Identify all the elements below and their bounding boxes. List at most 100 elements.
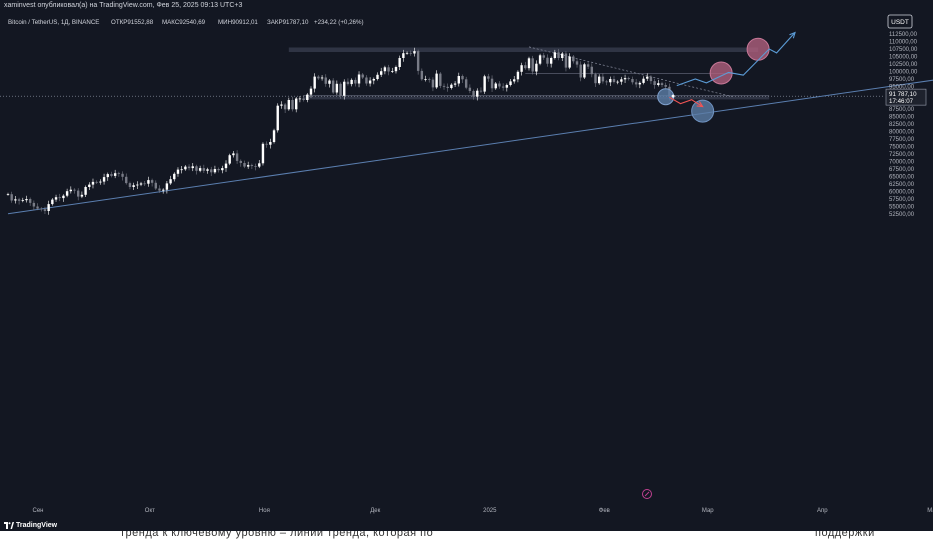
candle-body: [616, 81, 619, 83]
candle: [80, 191, 84, 199]
candle: [254, 163, 257, 171]
price-tick-label: 105000,00: [889, 55, 918, 61]
candle: [357, 71, 361, 88]
candle-body: [47, 204, 50, 211]
candle-body: [254, 166, 257, 167]
candle-body: [65, 191, 69, 196]
candle-body: [95, 181, 98, 183]
candle: [354, 77, 357, 87]
candle: [125, 173, 128, 185]
price-tick-label: 95000,00: [889, 85, 915, 91]
candle-body: [161, 189, 165, 191]
candle: [405, 51, 409, 55]
candle-body: [520, 65, 523, 72]
candle-body: [320, 77, 324, 79]
candle-body: [58, 197, 61, 199]
candle: [516, 70, 520, 83]
candle-body: [206, 169, 209, 171]
candle: [73, 188, 76, 194]
candle-body: [80, 194, 84, 197]
candle: [365, 75, 368, 86]
candle-body: [586, 64, 590, 67]
candle: [198, 165, 202, 173]
candle: [505, 83, 509, 92]
countdown-label: 17:46:07: [889, 98, 914, 105]
candle: [180, 166, 183, 174]
candle: [136, 181, 139, 189]
article-text-right: поддержки: [815, 531, 875, 539]
candle: [239, 159, 242, 167]
candle: [657, 79, 660, 87]
candle: [549, 56, 553, 68]
candle-body: [590, 66, 594, 75]
candle-body: [117, 173, 121, 174]
candle: [538, 53, 542, 66]
candle-body: [173, 173, 176, 180]
candle: [206, 167, 209, 174]
candle: [317, 75, 320, 80]
legend-open: ОТКР91552,88: [111, 19, 154, 26]
candle: [487, 73, 490, 82]
reset-icon[interactable]: [642, 489, 652, 499]
candle-body: [646, 76, 649, 79]
candle: [483, 74, 486, 94]
bearish-scenario-arrow-head: [696, 101, 704, 108]
candle-body: [88, 184, 91, 187]
candle: [634, 79, 638, 88]
zones-layer: [288, 47, 770, 100]
footer-bar: TradingView: [0, 520, 933, 531]
candle: [531, 55, 534, 75]
price-tick-label: 77500,00: [889, 137, 915, 143]
candle: [176, 167, 180, 177]
candle: [394, 65, 398, 74]
candle-body: [642, 78, 645, 83]
candle-body: [62, 195, 65, 199]
time-tick-label: Сен: [33, 508, 44, 514]
candle-body: [202, 168, 206, 171]
candle-body: [435, 73, 438, 88]
candle-body: [631, 79, 634, 83]
candle: [95, 180, 98, 184]
candle: [627, 76, 630, 81]
candle: [453, 81, 457, 87]
candle-body: [191, 166, 194, 169]
candle: [161, 188, 165, 194]
candle: [391, 67, 394, 73]
currency-button[interactable]: USDT: [887, 14, 913, 29]
candle-body: [579, 64, 582, 78]
candle-body: [391, 71, 394, 72]
candle-body: [409, 52, 412, 54]
time-axis[interactable]: Сен Окт Ноя Дек 2025 Фев Мар Апр Май: [33, 507, 933, 514]
candle: [450, 83, 453, 90]
candle-body: [339, 83, 342, 96]
candle-body: [479, 90, 483, 92]
candle-body: [524, 65, 527, 69]
candle: [276, 103, 279, 133]
candle-body: [612, 79, 616, 82]
candle-body: [609, 79, 612, 83]
candle: [542, 52, 545, 60]
candle-body: [302, 98, 305, 100]
candle: [564, 51, 568, 72]
candle: [435, 70, 438, 89]
candle: [442, 83, 446, 90]
candle: [269, 138, 272, 149]
candle-body: [372, 79, 376, 81]
candle: [243, 160, 246, 169]
candle: [402, 49, 405, 62]
candle-body: [343, 81, 346, 96]
price-tick-label: 112500,00: [889, 32, 918, 38]
candle-body: [627, 78, 630, 79]
candle-body: [568, 56, 571, 68]
candle-body: [265, 143, 268, 145]
candle: [583, 62, 586, 79]
candle-body: [250, 165, 254, 166]
candle: [272, 128, 276, 144]
candle-body: [354, 79, 357, 84]
bullish-scenario-arrow: [676, 32, 796, 87]
time-tick-label: Фев: [599, 508, 610, 514]
price-tick-label: 87500,00: [889, 107, 915, 113]
candle: [490, 75, 494, 93]
